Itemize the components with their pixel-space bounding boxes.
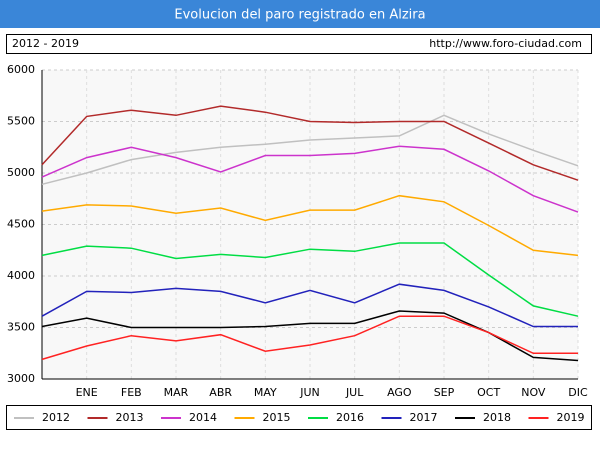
legend-label: 2015	[263, 411, 291, 424]
x-tick-label: DIC	[568, 386, 588, 399]
legend-label: 2013	[116, 411, 144, 424]
x-tick-label: NOV	[521, 386, 546, 399]
line-series	[41, 105, 579, 181]
x-tick-label: OCT	[477, 386, 500, 399]
x-tick-label: ENE	[76, 386, 98, 399]
line-series	[41, 114, 579, 186]
line-series	[41, 145, 579, 213]
source: http://www.foro-ciudad.com	[429, 37, 582, 50]
chart-title: Evolucion del paro registrado en Alzira	[174, 8, 425, 23]
y-tick-label: 4500	[7, 218, 35, 231]
legend-label: 2012	[42, 411, 70, 424]
x-tick-label: JUL	[345, 386, 364, 399]
line-series	[41, 283, 578, 328]
legend-label: 2018	[483, 411, 511, 424]
line-series	[41, 242, 579, 317]
y-tick-label: 5500	[7, 115, 35, 128]
line-series	[41, 315, 578, 361]
legend-label: 2019	[557, 411, 585, 424]
legend-label: 2014	[189, 411, 217, 424]
y-tick-label: 5000	[7, 166, 35, 179]
y-tick-label: 3000	[7, 372, 35, 385]
x-tick-label: MAR	[164, 386, 189, 399]
x-tick-label: MAY	[254, 386, 277, 399]
legend-label: 2016	[336, 411, 364, 424]
legend-label: 2017	[410, 411, 438, 424]
x-tick-label: AGO	[387, 386, 412, 399]
y-tick-label: 3500	[7, 321, 35, 334]
line-series	[41, 194, 579, 257]
x-tick-label: ABR	[209, 386, 232, 399]
x-tick-label: SEP	[434, 386, 455, 399]
subtitle: 2012 - 2019	[12, 37, 79, 50]
x-tick-label: JUN	[299, 386, 320, 399]
subtitle-box	[6, 34, 592, 54]
title-bar	[0, 0, 600, 28]
x-tick-label: FEB	[121, 386, 142, 399]
y-tick-label: 6000	[7, 63, 35, 76]
y-tick-label: 4000	[7, 269, 35, 282]
